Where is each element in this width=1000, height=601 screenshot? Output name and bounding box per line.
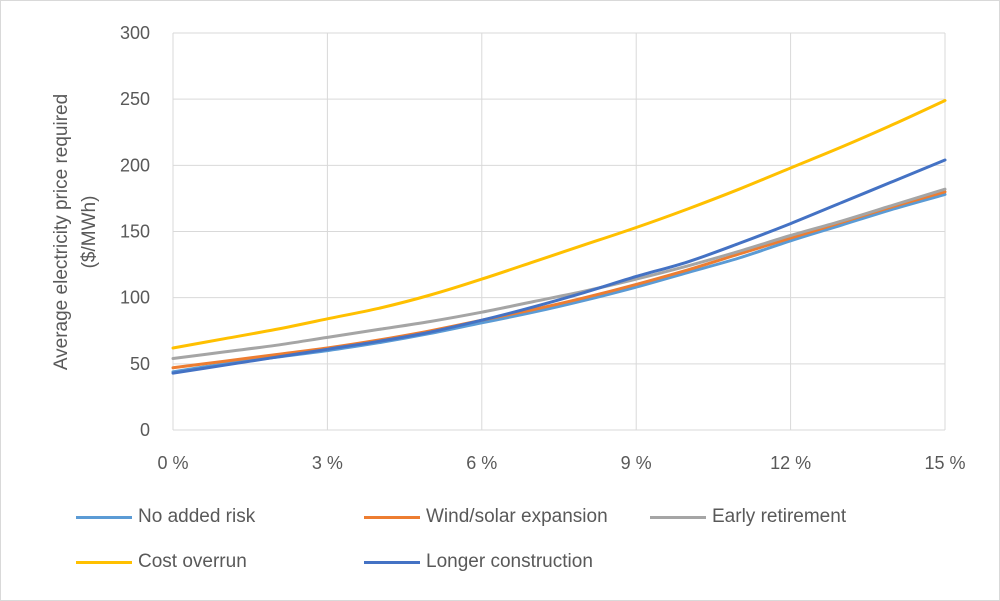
y-axis-label-line-2: ($/MWh) [79, 196, 100, 269]
y-tick-label: 100 [120, 288, 150, 308]
x-axis-ticks: 0 % 3 % 6 % 9 % 12 % 15 % [157, 453, 965, 473]
y-tick-label: 300 [120, 23, 150, 43]
y-tick-label: 150 [120, 222, 150, 242]
x-tick-label: 0 % [157, 453, 188, 473]
y-tick-label: 50 [130, 354, 150, 374]
series-line-longer-construction [171, 158, 947, 375]
x-tick-label: 9 % [621, 453, 652, 473]
x-tick-label: 12 % [770, 453, 811, 473]
x-tick-label: 15 % [924, 453, 965, 473]
gridlines [172, 32, 946, 431]
y-axis-ticks: 0 50 100 150 200 250 300 [120, 23, 150, 440]
y-axis-label-line-1: Average electricity price required [51, 94, 72, 370]
x-tick-label: 3 % [312, 453, 343, 473]
series-line-wind-solar-expansion [171, 190, 947, 370]
y-tick-label: 0 [140, 420, 150, 440]
x-tick-label: 6 % [466, 453, 497, 473]
y-tick-label: 200 [120, 155, 150, 175]
series-lines [171, 99, 947, 375]
series-line-early-retirement [171, 187, 947, 360]
series-line-cost-overrun [171, 99, 947, 350]
series-line-no-added-risk [171, 192, 947, 374]
y-tick-label: 250 [120, 89, 150, 109]
